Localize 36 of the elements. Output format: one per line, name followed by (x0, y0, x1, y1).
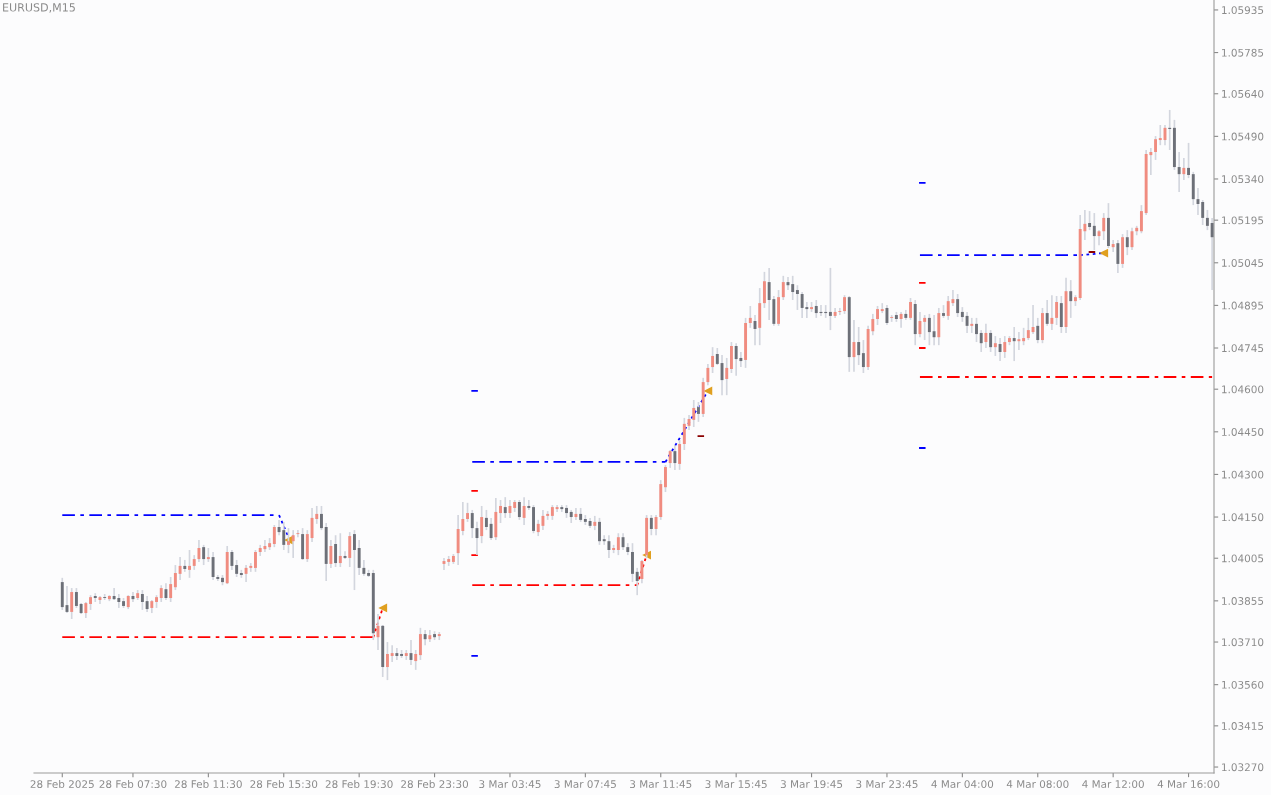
y-tick-label: 1.03415 (1222, 722, 1264, 730)
x-tick-label: 3 Mar 11:45 (630, 780, 692, 789)
y-tick-label: 1.04895 (1222, 301, 1264, 310)
chart-title: EURUSD,M15 (3, 3, 75, 13)
y-tick-label: 1.04005 (1222, 554, 1264, 563)
x-tick-label: 28 Feb 07:30 (99, 779, 167, 789)
y-tick-label: 1.04450 (1222, 428, 1264, 436)
x-tick-label: 28 Feb 2025 (30, 779, 94, 789)
x-tick-label: 4 Mar 16:00 (1157, 780, 1220, 789)
x-tick-label: 3 Mar 19:45 (780, 780, 843, 789)
x-tick-label: 28 Feb 23:30 (401, 779, 469, 789)
y-tick-label: 1.04600 (1222, 385, 1264, 394)
y-tick-label: 1.03855 (1222, 597, 1264, 605)
x-tick-label: 3 Mar 23:45 (856, 780, 918, 789)
y-tick-label: 1.04745 (1222, 344, 1264, 353)
y-tick-label: 1.05785 (1222, 48, 1264, 57)
x-tick-label: 28 Feb 19:30 (325, 779, 393, 789)
x-tick-label: 4 Mar 08:00 (1006, 780, 1069, 789)
y-tick-label: 1.05490 (1222, 132, 1264, 141)
x-tick-label: 3 Mar 07:45 (554, 780, 616, 789)
x-tick-label: 28 Feb 11:30 (174, 779, 242, 789)
y-tick-label: 1.05640 (1222, 89, 1264, 98)
x-tick-label: 3 Mar 03:45 (479, 780, 541, 789)
y-tick-label: 1.03560 (1222, 680, 1264, 689)
y-tick-label: 1.03710 (1222, 638, 1264, 647)
y-tick-label: 1.05045 (1222, 259, 1264, 267)
x-tick-label: 4 Mar 04:00 (931, 780, 994, 789)
y-tick-label: 1.05340 (1222, 175, 1264, 184)
y-tick-label: 1.05935 (1222, 6, 1264, 15)
x-tick-label: 3 Mar 15:45 (705, 780, 767, 789)
x-tick-label: 28 Feb 15:30 (250, 779, 318, 789)
y-tick-label: 1.05195 (1222, 216, 1264, 225)
y-tick-label: 1.03270 (1222, 763, 1264, 772)
x-tick-label: 4 Mar 12:00 (1082, 780, 1144, 789)
y-tick-label: 1.04150 (1222, 513, 1264, 522)
y-tick-label: 1.04300 (1222, 470, 1264, 479)
